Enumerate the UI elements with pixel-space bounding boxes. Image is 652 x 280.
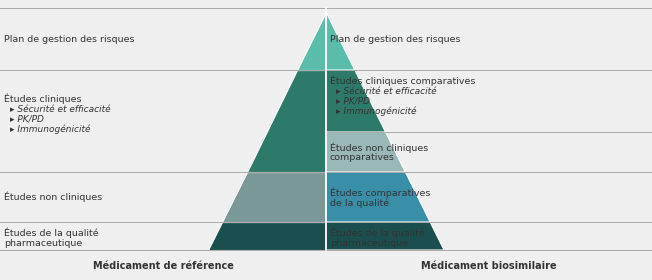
- Polygon shape: [326, 12, 355, 70]
- Text: Études comparatives: Études comparatives: [330, 188, 430, 198]
- Text: Études non cliniques: Études non cliniques: [330, 143, 428, 153]
- Polygon shape: [326, 132, 406, 172]
- Text: ▸ PK/PD: ▸ PK/PD: [10, 115, 44, 123]
- Polygon shape: [246, 70, 326, 172]
- Text: ▸ Immunogénicité: ▸ Immunogénicité: [336, 106, 417, 116]
- Polygon shape: [326, 222, 444, 250]
- Text: ▸ PK/PD: ▸ PK/PD: [336, 97, 370, 106]
- Text: Études cliniques comparatives: Études cliniques comparatives: [330, 76, 475, 86]
- Text: Plan de gestion des risques: Plan de gestion des risques: [4, 34, 134, 43]
- Polygon shape: [326, 172, 430, 222]
- Text: comparatives: comparatives: [330, 153, 395, 162]
- Text: Études cliniques: Études cliniques: [4, 94, 82, 104]
- Text: Études de la qualité: Études de la qualité: [330, 228, 424, 238]
- Text: ▸ Sécurité et efficacité: ▸ Sécurité et efficacité: [336, 87, 437, 95]
- Text: de la qualité: de la qualité: [330, 198, 389, 208]
- Polygon shape: [297, 12, 326, 70]
- Polygon shape: [326, 70, 385, 132]
- Text: ▸ Immunogénicité: ▸ Immunogénicité: [10, 124, 91, 134]
- Text: Médicament de référence: Médicament de référence: [93, 261, 233, 271]
- Text: Médicament biosimilaire: Médicament biosimilaire: [421, 261, 557, 271]
- Polygon shape: [208, 222, 326, 250]
- Text: ▸ Sécurité et efficacité: ▸ Sécurité et efficacité: [10, 104, 111, 113]
- Text: Plan de gestion des risques: Plan de gestion des risques: [330, 34, 460, 43]
- Text: pharmaceutique: pharmaceutique: [330, 239, 408, 248]
- Text: Études non cliniques: Études non cliniques: [4, 192, 102, 202]
- Polygon shape: [222, 172, 326, 222]
- Text: pharmaceutique: pharmaceutique: [4, 239, 82, 248]
- Text: Études de la qualité: Études de la qualité: [4, 228, 98, 238]
